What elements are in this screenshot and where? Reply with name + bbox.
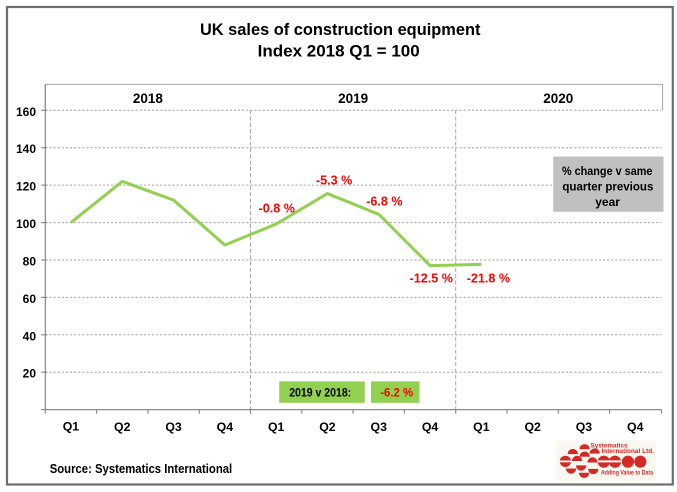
svg-text:-0.8 %: -0.8 % [259,201,295,215]
svg-text:20: 20 [23,367,37,381]
svg-text:Q3: Q3 [371,420,388,434]
svg-text:Source: Systematics Internatio: Source: Systematics International [50,462,233,476]
svg-text:Systematics: Systematics [591,442,628,449]
svg-text:International Ltd.: International Ltd. [602,448,655,455]
svg-text:UK sales of construction equip: UK sales of construction equipment [200,21,481,39]
svg-text:Q4: Q4 [627,420,644,434]
svg-text:Q1: Q1 [63,420,80,434]
svg-text:40: 40 [23,329,37,343]
svg-text:Q2: Q2 [524,420,541,434]
svg-text:2018: 2018 [133,91,164,106]
svg-text:-6.2 %: -6.2 % [380,385,413,399]
svg-text:2020: 2020 [543,91,573,106]
svg-text:-21.8 %: -21.8 % [467,272,510,286]
svg-text:Index 2018 Q1 = 100: Index 2018 Q1 = 100 [258,43,420,61]
svg-text:Adding Value to Data: Adding Value to Data [601,469,653,476]
svg-text:160: 160 [16,105,36,119]
svg-text:140: 140 [16,142,36,156]
svg-text:Q4: Q4 [422,420,439,434]
svg-text:Q1: Q1 [268,420,285,434]
svg-text:Q2: Q2 [114,420,131,434]
svg-text:-5.3 %: -5.3 % [316,174,352,188]
svg-text:2019 v 2018:: 2019 v 2018: [289,385,351,399]
svg-text:60: 60 [23,292,37,306]
svg-text:-12.5 %: -12.5 % [410,272,453,286]
svg-text:80: 80 [23,255,37,269]
svg-text:year: year [595,195,620,209]
svg-text:Q2: Q2 [319,420,336,434]
svg-text:-6.8 %: -6.8 % [366,195,402,209]
svg-text:120: 120 [16,180,36,194]
svg-text:Q3: Q3 [165,420,182,434]
svg-text:quarter previous: quarter previous [562,180,653,194]
svg-text:100: 100 [16,217,36,231]
svg-text:Q4: Q4 [217,420,234,434]
svg-text:Q1: Q1 [473,420,490,434]
svg-text:Q3: Q3 [576,420,593,434]
svg-text:% change v same: % change v same [562,164,653,178]
svg-text:2019: 2019 [338,91,368,106]
